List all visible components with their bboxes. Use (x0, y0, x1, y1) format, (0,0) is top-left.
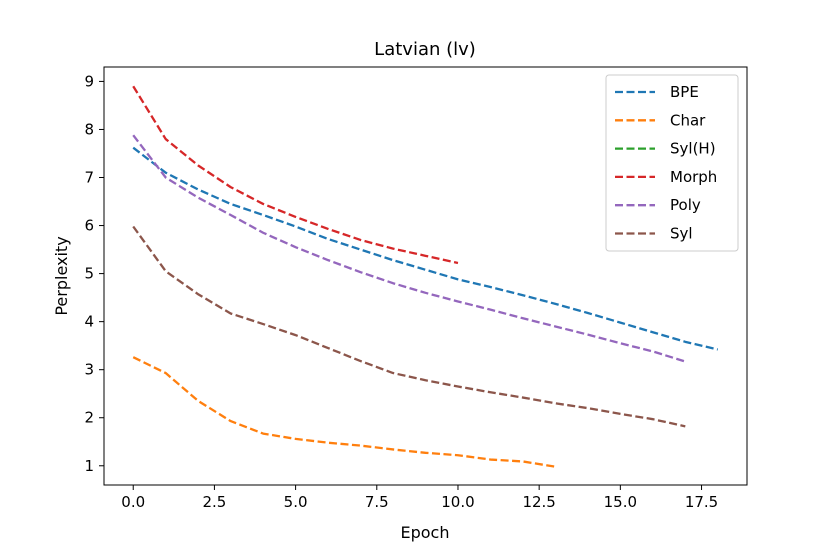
y-tick-label: 8 (84, 120, 94, 138)
chart-title: Latvian (lv) (374, 39, 476, 60)
series-line-syl (132, 225, 686, 428)
series-line-bpe (132, 146, 719, 351)
x-tick-label: 0.0 (121, 493, 145, 511)
x-tick-label: 17.5 (685, 493, 718, 511)
legend-label-char: Char (670, 111, 706, 129)
series-lines (132, 85, 719, 468)
legend-label-bpe: BPE (670, 83, 699, 101)
y-tick-label: 2 (84, 409, 94, 427)
x-axis: 0.0 2.5 5.0 7.5 10.0 12.5 15.0 17.5 (121, 485, 718, 511)
y-axis: 1 2 3 4 5 6 7 8 9 (84, 72, 104, 475)
y-tick-label: 9 (84, 72, 94, 90)
x-tick-label: 12.5 (522, 493, 555, 511)
x-tick-label: 5.0 (284, 493, 308, 511)
legend-label-syl: Syl (670, 225, 693, 243)
legend-label-morph: Morph (670, 168, 717, 186)
legend: BPE Char Syl(H) Morph Poly Syl (605, 74, 739, 252)
y-tick-label: 7 (84, 169, 94, 187)
y-tick-label: 5 (84, 265, 94, 283)
x-tick-label: 10.0 (441, 493, 474, 511)
y-tick-label: 3 (84, 361, 94, 379)
y-tick-label: 1 (84, 457, 94, 475)
x-tick-label: 15.0 (604, 493, 637, 511)
x-axis-label: Epoch (401, 523, 450, 542)
legend-label-poly: Poly (670, 196, 701, 214)
plot-area (103, 66, 748, 486)
y-tick-label: 6 (84, 217, 94, 235)
y-axis-label: Perplexity (52, 236, 71, 315)
series-line-char (132, 356, 556, 468)
series-line-poly (132, 134, 686, 363)
y-tick-label: 4 (84, 313, 94, 331)
x-tick-label: 2.5 (202, 493, 226, 511)
legend-box (605, 74, 739, 252)
series-line-morph (132, 85, 459, 265)
x-tick-label: 7.5 (365, 493, 389, 511)
legend-label-syl-h: Syl(H) (670, 140, 716, 158)
